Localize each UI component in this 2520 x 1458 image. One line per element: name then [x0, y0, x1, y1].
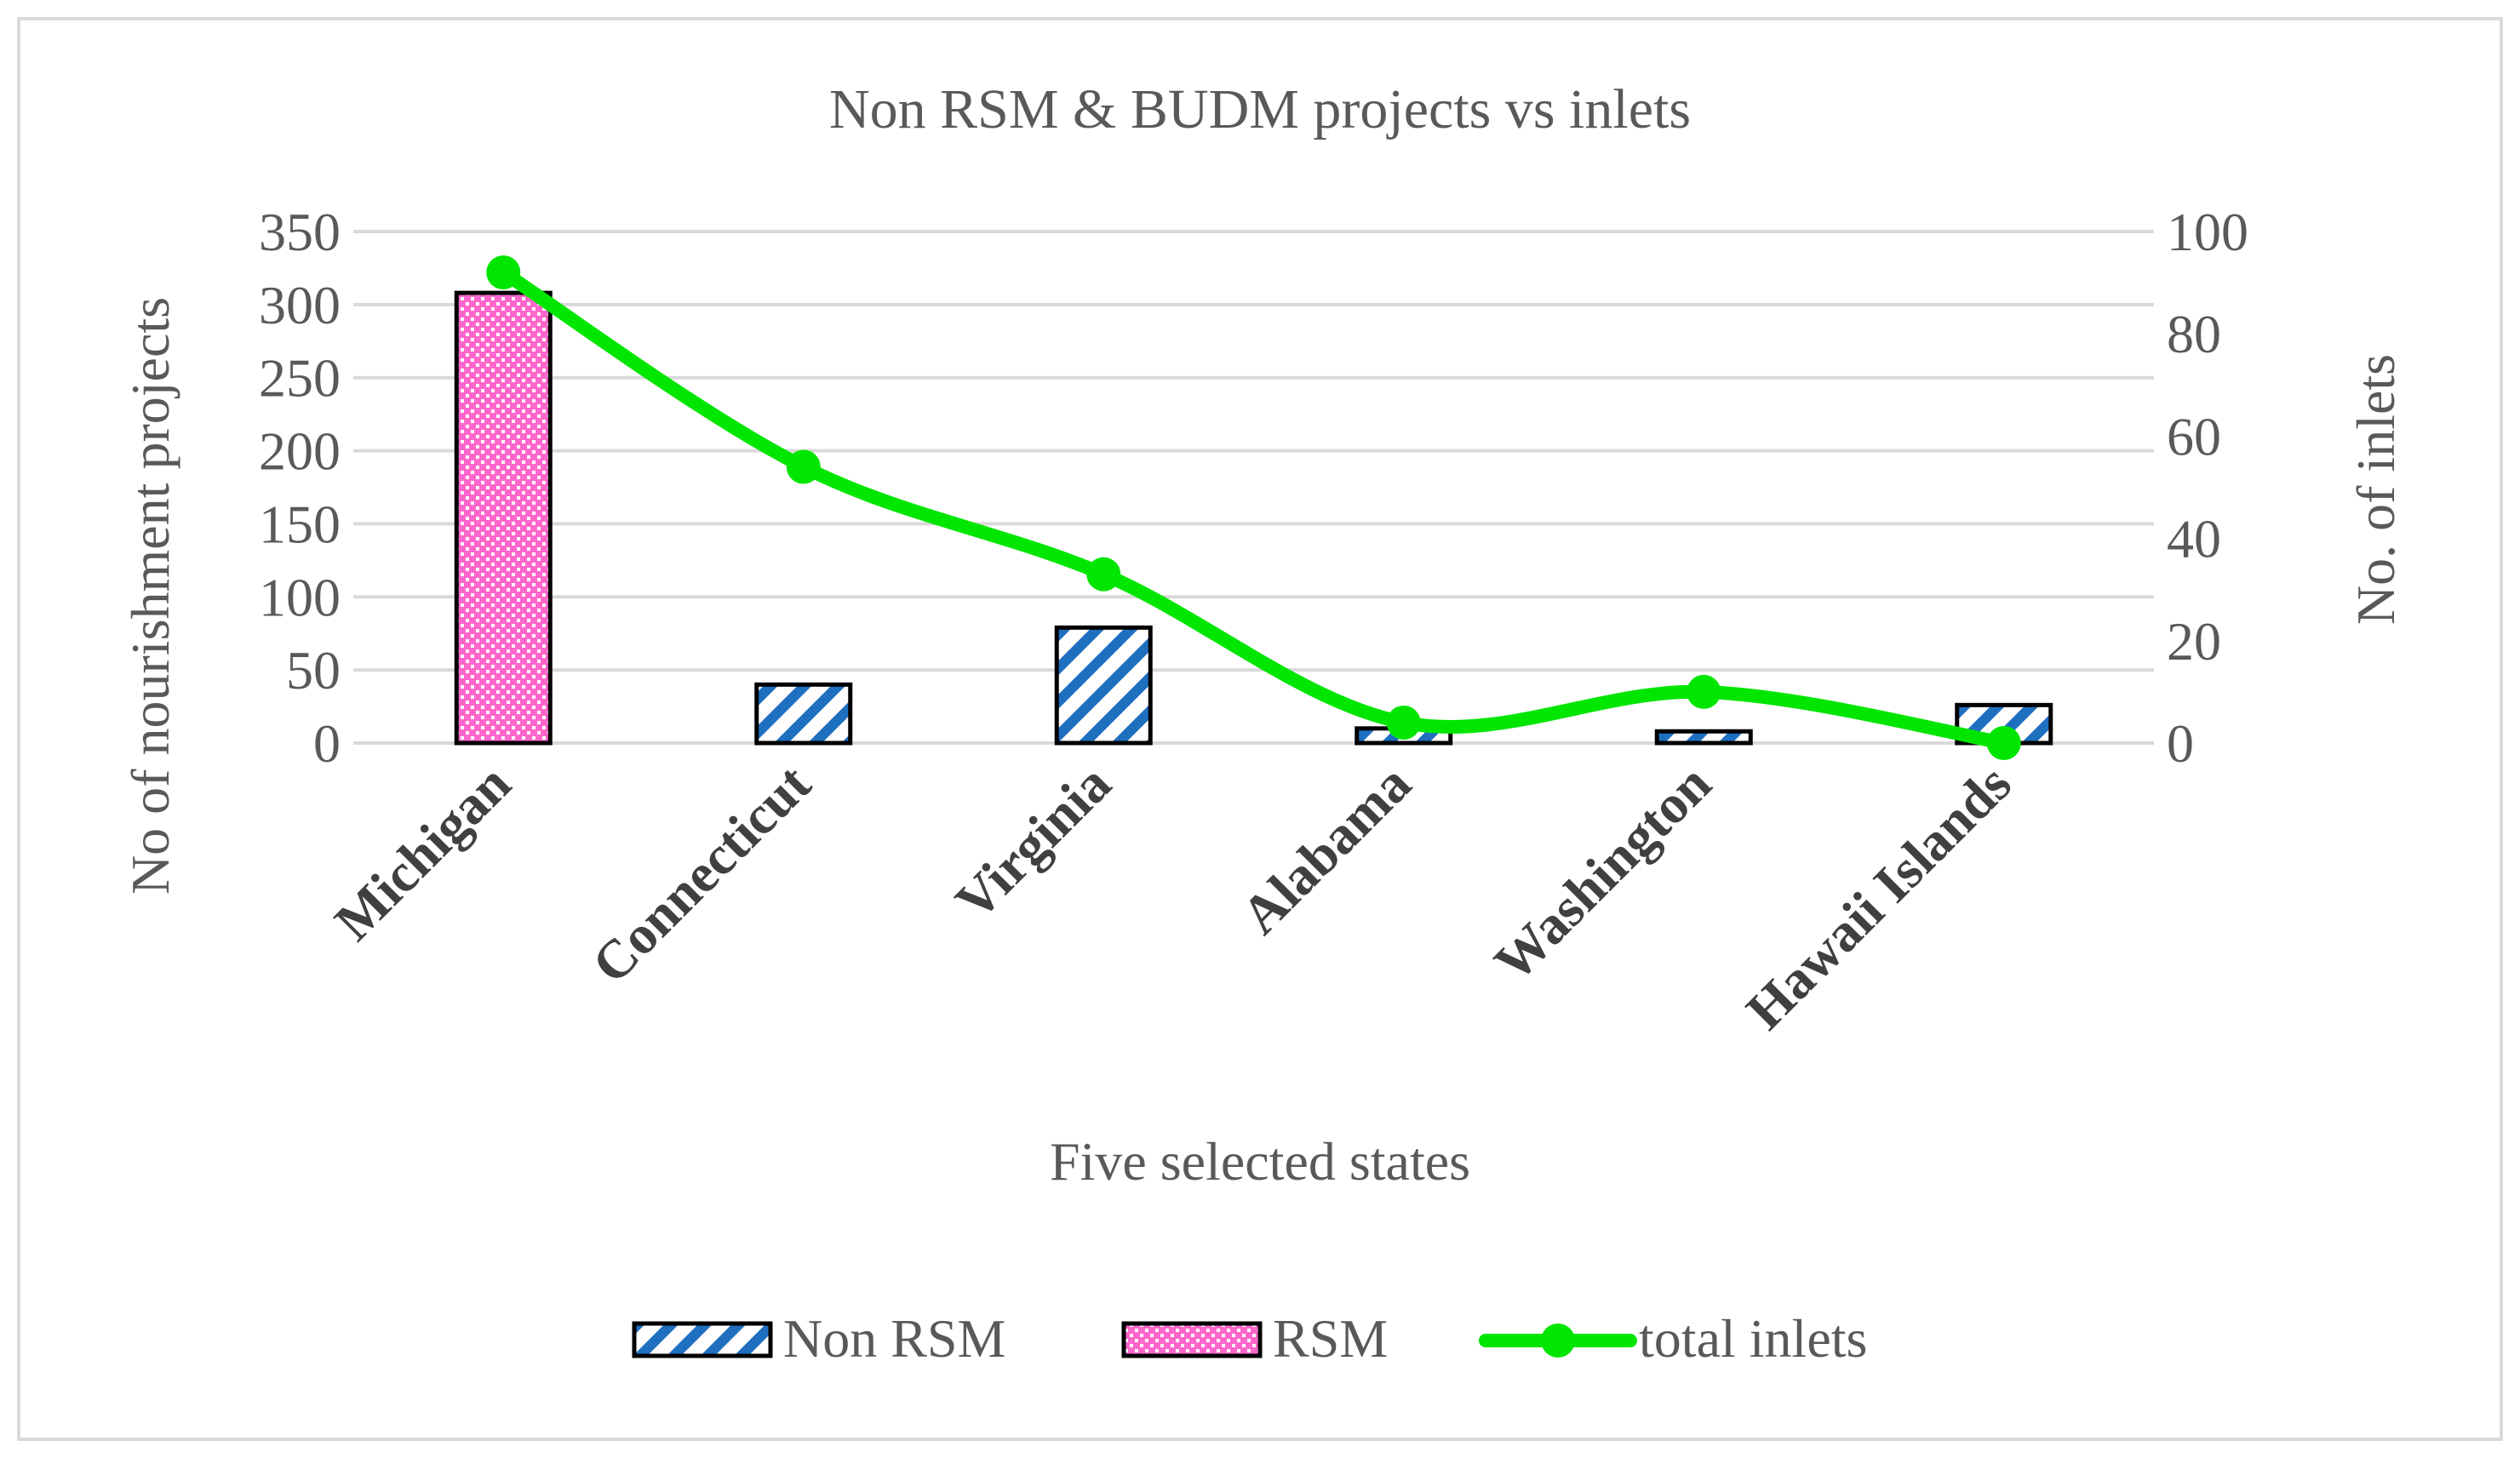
y-tick-label: 0	[313, 713, 341, 774]
marker-total-inlets	[1986, 726, 2021, 760]
y2-tick-label: 60	[2167, 406, 2221, 466]
left-axis-ticks: 0 50 100 150 200 250 300 350	[259, 202, 341, 774]
legend-item-non-rsm: Non RSM	[632, 1308, 1005, 1369]
legend-swatch-rsm	[1121, 1321, 1263, 1358]
line-series	[486, 255, 2021, 760]
y-tick-label: 300	[259, 275, 341, 335]
legend-label-non-rsm: Non RSM	[783, 1308, 1005, 1369]
y-axis-title: No of nourishment projects	[120, 297, 180, 895]
y-tick-label: 50	[286, 640, 341, 700]
y2-axis-title: No. of inlets	[2345, 354, 2406, 625]
gridlines	[353, 230, 2154, 745]
chart-title: Non RSM & BUDM projects vs inlets	[829, 78, 1691, 140]
line-total-inlets	[496, 266, 2011, 750]
y2-tick-label: 40	[2167, 509, 2221, 569]
y2-tick-label: 20	[2167, 611, 2221, 672]
y-tick-label: 200	[259, 421, 341, 482]
marker-total-inlets	[1687, 674, 1721, 709]
legend-swatch-non-rsm	[632, 1321, 773, 1358]
legend-swatch-total-inlets-marker	[1541, 1324, 1575, 1358]
y-tick-label: 250	[259, 348, 341, 409]
bar-rsm	[454, 290, 553, 746]
y2-tick-label: 100	[2167, 202, 2248, 262]
chart-border	[17, 17, 2503, 1441]
bar-non-rsm	[754, 682, 853, 746]
bar-non-rsm	[1054, 625, 1153, 746]
legend-item-total-inlets: total inlets	[1479, 1308, 1867, 1369]
legend-label-rsm: RSM	[1273, 1308, 1388, 1369]
y-tick-label: 350	[259, 202, 341, 262]
legend: Non RSM RSM total inlets	[632, 1308, 1867, 1369]
y2-tick-label: 80	[2167, 304, 2221, 364]
marker-total-inlets	[1386, 705, 1421, 740]
y-tick-label: 100	[259, 567, 341, 627]
marker-total-inlets	[1086, 557, 1121, 592]
legend-item-rsm: RSM	[1121, 1308, 1388, 1369]
x-axis-title: Five selected states	[1050, 1131, 1470, 1192]
y2-tick-label: 0	[2167, 713, 2194, 774]
bar-non-rsm	[1654, 729, 1753, 746]
marker-total-inlets	[786, 449, 821, 484]
legend-label-total-inlets: total inlets	[1639, 1308, 1867, 1369]
y-tick-label: 150	[259, 494, 341, 554]
marker-total-inlets	[486, 255, 521, 290]
right-axis-ticks: 0 20 40 60 80 100	[2167, 202, 2248, 774]
